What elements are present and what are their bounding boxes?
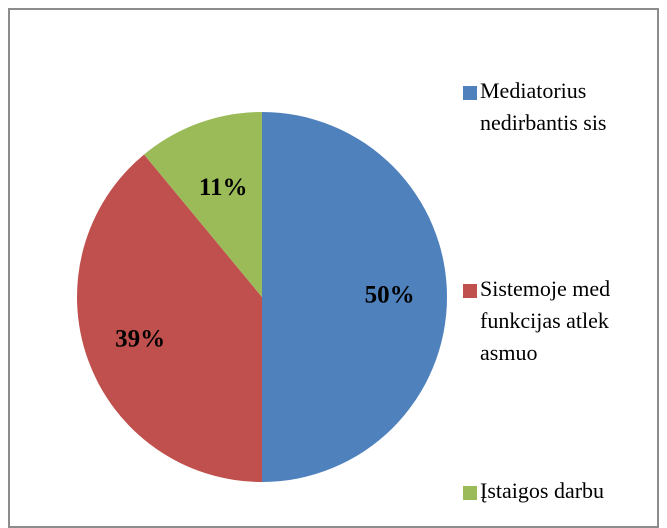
legend-label: Sistemoje med funkcijas atlek asmuo: [480, 276, 611, 365]
pie-slice: [144, 112, 262, 297]
data-label: 39%: [115, 326, 165, 353]
legend-label: Įstaigos darbu: [480, 478, 605, 503]
legend-swatch: [463, 284, 477, 298]
data-label: 50%: [365, 282, 415, 309]
chart-frame: 50% 39% 11% Mediatorius nedirbantis sis Sis…: [8, 8, 659, 528]
legend-swatch: [463, 86, 477, 100]
pie-slice: [77, 154, 263, 482]
pie-slice: [262, 112, 447, 482]
legend-label: Mediatorius nedirbantis sis: [480, 78, 607, 135]
chart: 50% 39% 11%: [77, 112, 447, 482]
legend-swatch: [463, 486, 477, 500]
data-label: 11%: [199, 174, 248, 201]
page: 50% 39% 11% Mediatorius nedirbantis sis Sis…: [8, 8, 659, 528]
